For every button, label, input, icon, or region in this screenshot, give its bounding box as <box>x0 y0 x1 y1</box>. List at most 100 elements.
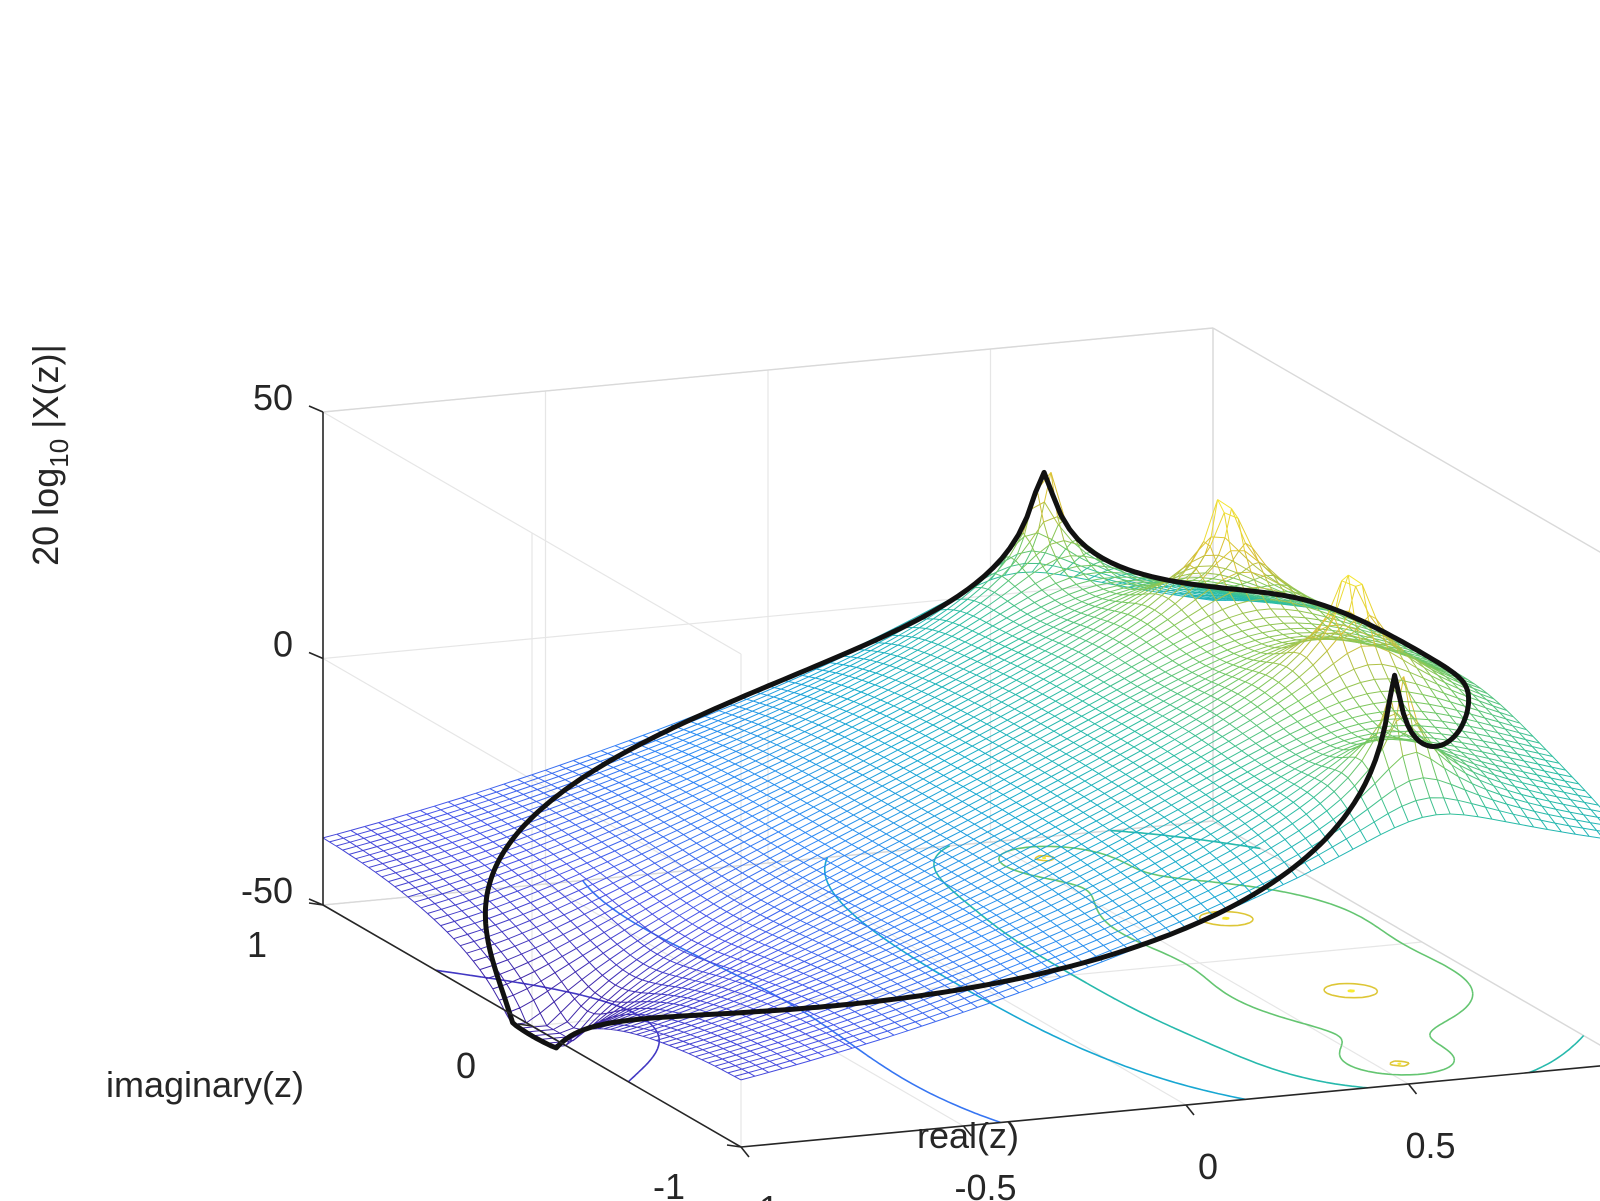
mesh-lines <box>473 824 828 1027</box>
mesh-lines <box>336 829 769 1077</box>
mesh-lines <box>357 829 777 1070</box>
mesh-lines <box>392 814 825 1062</box>
mesh-lines <box>489 788 909 1032</box>
mesh-lines <box>1013 588 1504 773</box>
mesh-lines <box>1030 658 1202 758</box>
mesh-lines <box>794 676 1202 911</box>
mesh-lines <box>604 782 946 978</box>
mesh-lines <box>567 842 817 986</box>
mesh-lines <box>516 785 923 1019</box>
x-tick-mark <box>1407 1083 1418 1095</box>
mesh-lines <box>1242 608 1337 644</box>
mesh-lines <box>468 800 874 1036</box>
contour-line <box>933 829 1585 1089</box>
mesh-lines <box>376 842 757 1059</box>
mesh-lines <box>1000 596 1315 779</box>
mesh-lines <box>350 829 770 1073</box>
mesh-lines <box>648 748 1028 969</box>
floor-contours <box>435 829 1585 1124</box>
mesh-lines <box>718 704 1138 946</box>
mesh-lines <box>670 719 1103 968</box>
mesh-lines <box>862 649 1257 878</box>
mesh-lines <box>939 579 1573 825</box>
mesh-lines <box>946 574 1559 822</box>
mesh-lines <box>626 773 967 971</box>
mesh-lines <box>1220 620 1393 654</box>
mesh-lines <box>642 729 1075 978</box>
mesh-lines <box>654 745 1035 964</box>
mesh-lines <box>607 747 1027 989</box>
mesh-lines <box>717 714 1111 941</box>
x-tick-label: 0.5 <box>1405 1125 1455 1166</box>
mesh-lines <box>1073 596 1493 737</box>
mesh-lines <box>479 832 807 1023</box>
mesh-lines <box>821 663 1229 898</box>
mesh-lines <box>1089 592 1338 738</box>
mesh-lines <box>726 697 1159 946</box>
mesh-lines <box>440 925 654 1032</box>
mesh-lines <box>1155 593 1300 678</box>
mesh-lines <box>420 805 853 1053</box>
mesh-lines <box>634 748 1028 974</box>
mesh-lines <box>558 771 965 1004</box>
y-tick-label: 0 <box>456 1045 476 1086</box>
mesh-lines <box>1115 594 1326 716</box>
mesh-lines <box>1189 564 1321 642</box>
mesh-lines <box>943 659 1206 813</box>
mesh-lines <box>414 901 650 1039</box>
mesh-lines <box>531 769 964 1018</box>
mesh-lines <box>976 661 1200 791</box>
mesh-lines <box>926 589 1570 839</box>
mesh-lines <box>787 681 1194 917</box>
mesh-lines <box>836 648 1270 899</box>
mesh-lines <box>802 667 1229 911</box>
mesh-lines <box>494 924 669 1017</box>
mesh-lines <box>482 791 902 1032</box>
mesh-lines <box>573 755 1006 1003</box>
mesh-lines <box>1175 555 1369 666</box>
mesh-lines <box>1160 587 1426 676</box>
mesh-lines <box>1239 568 1411 673</box>
mesh-lines <box>933 582 1579 843</box>
mesh-lines <box>941 686 1152 809</box>
mesh-lines <box>1238 550 1397 648</box>
mesh-lines <box>392 818 811 1062</box>
mesh-lines <box>838 720 1088 866</box>
mesh-lines <box>764 720 1093 909</box>
mesh-lines <box>855 649 1264 885</box>
mesh-lines <box>559 764 978 1008</box>
mesh-lines <box>573 760 992 1003</box>
mesh-lines <box>482 796 888 1032</box>
mesh-lines <box>1057 516 1398 730</box>
mesh-lines <box>709 733 1064 937</box>
mesh-lines <box>845 716 1095 861</box>
mesh-lines <box>453 938 641 1030</box>
mesh-lines <box>425 825 806 1046</box>
mesh-lines <box>945 579 1579 825</box>
mesh-lines <box>407 896 682 1041</box>
mesh-lines <box>438 833 793 1039</box>
mesh-lines <box>641 734 1062 978</box>
mesh-lines <box>420 809 839 1053</box>
mesh-lines <box>556 794 911 998</box>
mesh-lines <box>688 748 1030 944</box>
mesh-lines <box>930 760 1010 807</box>
mesh-lines <box>1214 580 1437 699</box>
mesh-lines <box>460 922 645 1027</box>
mesh-lines <box>541 948 648 1010</box>
mesh-lines <box>336 833 756 1077</box>
mesh-lines <box>912 612 1340 857</box>
mesh-lines <box>1053 596 1506 749</box>
box-edge <box>322 820 1214 906</box>
mesh-lines <box>391 829 784 1058</box>
mesh-lines <box>472 960 628 1031</box>
mesh-lines <box>878 718 1090 841</box>
mesh-lines <box>826 702 1128 878</box>
mesh-lines <box>668 734 1063 963</box>
mesh-lines <box>682 734 1063 953</box>
mesh-lines <box>342 845 736 1070</box>
y-tick-label: -1 <box>653 1166 685 1201</box>
mesh-lines <box>648 742 1042 969</box>
mesh-lines <box>707 757 1010 931</box>
mesh-lines <box>996 565 1512 807</box>
